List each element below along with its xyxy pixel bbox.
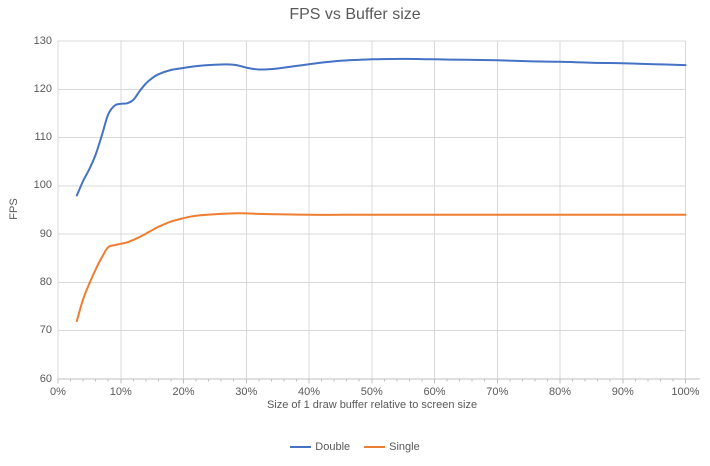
x-axis-tick-label-60%: 60% [423,386,446,398]
legend-label-single: Single [389,441,420,453]
y-axis-tick-label-70: 70 [39,324,52,337]
x-axis-tick-label-30%: 30% [235,386,258,398]
legend-item-double: Double [290,441,350,453]
y-axis-tick-label-130: 130 [33,34,52,47]
chart-title: FPS vs Buffer size [289,6,421,23]
x-axis-tick-label-40%: 40% [297,386,321,398]
legend-swatch-double [290,446,312,448]
series-line-single [75,212,687,323]
y-axis-tick-label-120: 120 [33,82,52,95]
legend: Double Single [0,441,710,453]
series-line-double [75,57,687,197]
legend-item-single: Single [364,441,420,453]
x-axis-tick-label-0%: 0% [50,386,66,398]
legend-label-double: Double [315,441,351,453]
y-axis-tick-label-110: 110 [34,131,52,144]
y-axis-tick-label-100: 100 [33,179,52,192]
y-axis-tick-label-90: 90 [39,227,52,240]
x-axis-tick-label-80%: 80% [548,386,572,398]
x-axis-tick-label-90%: 90% [611,386,634,398]
x-axis-tick-label-50%: 50% [360,386,383,398]
y-axis-title: FPS [8,198,20,220]
y-axis-tick-label-60: 60 [39,372,52,385]
y-axis-tick-label-80: 80 [39,275,52,288]
x-axis-tick-label-70%: 70% [486,386,509,398]
x-axis-tick-label-20%: 20% [172,386,195,398]
x-axis-tick-label-10%: 10% [109,386,132,398]
x-axis-title: Size of 1 draw buffer relative to screen… [266,399,478,411]
x-axis-tick-label-100%: 100% [671,386,700,398]
legend-swatch-single [364,446,386,448]
